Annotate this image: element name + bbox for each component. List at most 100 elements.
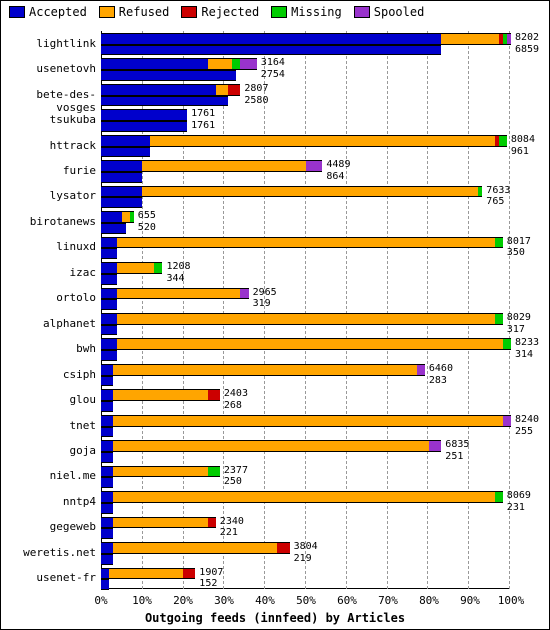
bar-segment (117, 237, 494, 249)
y-axis-category: ortolo (1, 291, 96, 304)
bar-value-top: 3804 (294, 541, 318, 552)
legend-item: Refused (99, 5, 170, 19)
bar-value-top: 8069 (507, 490, 531, 501)
y-axis-category: lysator (1, 189, 96, 202)
bar-segment (101, 70, 236, 81)
bar-top: 8017 (101, 237, 503, 249)
bar-value-bottom: 251 (445, 451, 463, 462)
bar-top: 2377 (101, 466, 220, 478)
x-tick-label: 50% (296, 594, 316, 607)
legend: Accepted Refused Rejected Missing Spooled (9, 5, 541, 25)
bar-bottom: 2754 (101, 70, 236, 81)
bar-value-bottom: 152 (199, 578, 217, 589)
bar-segment (101, 299, 117, 310)
bar-value-top: 7633 (486, 185, 510, 196)
bar-segment (101, 491, 113, 503)
bar-segment (101, 121, 187, 132)
legend-item: Spooled (354, 5, 425, 19)
bar-top: 1761 (101, 109, 187, 121)
bar-segment (101, 401, 113, 412)
bar-segment (150, 135, 494, 147)
bar-value-bottom: 2580 (244, 95, 268, 106)
legend-swatch (271, 6, 287, 18)
x-tick-label: 70% (378, 594, 398, 607)
bar-segment (101, 274, 117, 285)
bar-value-top: 3164 (261, 57, 285, 68)
y-axis-category: csiph (1, 368, 96, 381)
bar-top: 4489 (101, 160, 322, 172)
bar-bottom: 283 (101, 376, 113, 387)
bar-value-bottom: 961 (511, 146, 529, 157)
legend-swatch (181, 6, 197, 18)
bar-top: 7633 (101, 186, 482, 198)
legend-item: Accepted (9, 5, 87, 19)
bar-value-top: 6835 (445, 439, 469, 450)
bar-segment (101, 248, 117, 259)
bar-top: 8233 (101, 338, 511, 350)
bar-segment (101, 389, 113, 401)
bar-segment (113, 415, 503, 427)
bar-row: 8069231 (101, 491, 509, 514)
bar-segment (216, 84, 228, 96)
bar-segment (495, 313, 503, 325)
bar-top: 2965 (101, 288, 249, 300)
bar-segment (101, 325, 117, 336)
legend-label: Missing (291, 5, 342, 19)
bar-segment (101, 135, 150, 147)
bar-row: 2377250 (101, 466, 509, 489)
bar-segment (101, 288, 117, 300)
bar-value-bottom: 314 (515, 349, 533, 360)
bar-segment (101, 172, 142, 183)
legend-item: Rejected (181, 5, 259, 19)
bar-value-bottom: 2754 (261, 69, 285, 80)
bar-bottom: 765 (101, 197, 142, 208)
bar-segment (101, 517, 113, 529)
bar-segment (101, 452, 113, 463)
bar-segment (441, 33, 498, 45)
bar-value-top: 8202 (515, 32, 539, 43)
bar-top: 655 (101, 211, 134, 223)
bar-segment (101, 542, 113, 554)
bar-segment (101, 109, 187, 121)
bar-segment (117, 313, 494, 325)
y-axis-category: glou (1, 393, 96, 406)
bar-top: 8069 (101, 491, 503, 503)
bar-value-top: 1208 (167, 261, 191, 272)
bar-value-top: 655 (138, 210, 156, 221)
bar-value-bottom: 864 (326, 171, 344, 182)
bar-value-bottom: 283 (429, 375, 447, 386)
bar-segment (101, 477, 113, 488)
bar-value-bottom: 231 (507, 502, 525, 513)
bar-bottom: 319 (101, 299, 117, 310)
bar-bottom: 219 (101, 554, 113, 565)
bar-row: 2965319 (101, 288, 509, 311)
bar-segment (101, 364, 113, 376)
bar-value-bottom: 1761 (191, 120, 215, 131)
bar-top: 6460 (101, 364, 425, 376)
bar-row: 2340221 (101, 517, 509, 540)
bar-segment (101, 376, 113, 387)
bar-segment (240, 58, 256, 70)
y-axis-category: lightlink (1, 37, 96, 50)
y-axis-category: bete-des-vosges (1, 88, 96, 114)
y-axis-category: linuxd (1, 240, 96, 253)
bar-segment (101, 503, 113, 514)
legend-swatch (354, 6, 370, 18)
bar-row: 6835251 (101, 440, 509, 463)
bar-segment (499, 135, 507, 147)
bar-segment (101, 466, 113, 478)
bar-segment (154, 262, 162, 274)
bar-value-top: 2807 (244, 83, 268, 94)
bar-segment (142, 186, 478, 198)
bar-value-top: 2377 (224, 465, 248, 476)
bar-top: 8029 (101, 313, 503, 325)
bar-top: 8084 (101, 135, 507, 147)
bar-top: 3164 (101, 58, 257, 70)
bar-row: 8240255 (101, 415, 509, 438)
bar-segment (101, 554, 113, 565)
y-axis-category: httrack (1, 139, 96, 152)
x-tick-label: 60% (337, 594, 357, 607)
bar-segment (113, 542, 277, 554)
bar-segment (113, 364, 416, 376)
bar-row: 8233314 (101, 338, 509, 361)
